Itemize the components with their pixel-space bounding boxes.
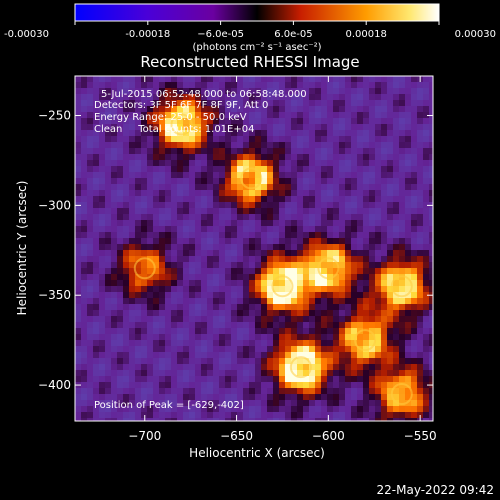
colorbar-tick-label: -0.00030 xyxy=(4,29,49,40)
colorbar-unit-label: (photons cm⁻² s⁻¹ asec⁻²) xyxy=(192,42,321,53)
bright-source xyxy=(289,356,312,379)
y-axis-ticks: −250 −300 −350 −400 xyxy=(38,109,433,392)
bright-source xyxy=(133,257,156,280)
annotation-time-range: 5-Jul-2015 06:52:48.000 to 06:58:48.000 xyxy=(101,89,307,100)
annotation-clean-counts: Clean Total counts: 1.01E+04 xyxy=(94,124,254,135)
annotation-peak-position: Position of Peak = [-629,-402] xyxy=(94,400,244,411)
y-tick-label: −300 xyxy=(38,198,71,212)
annotation-detectors: Detectors: 3F 5F 6F 7F 8F 9F, Att 0 xyxy=(94,100,268,111)
x-tick-label: −550 xyxy=(404,429,437,443)
x-axis-ticks: −700 −650 −600 −550 xyxy=(128,76,437,443)
colorbar-tick-labels: -0.00030 -0.00018 −6.0e-05 6.0e-05 0.00018 0.… xyxy=(4,29,496,40)
colorbar-tick-label: 0.00030 xyxy=(455,29,496,40)
y-tick-label: −250 xyxy=(38,109,71,123)
footer-timestamp: 22-May-2022 09:42 xyxy=(377,483,494,497)
bright-source xyxy=(390,275,413,298)
bright-source xyxy=(354,329,377,352)
y-axis-label: Heliocentric Y (arcsec) xyxy=(15,181,29,316)
bright-source xyxy=(240,167,263,190)
x-axis-label: Heliocentric X (arcsec) xyxy=(189,446,325,460)
colorbar-ticks xyxy=(74,21,440,25)
chart-title: Reconstructed RHESSI Image xyxy=(140,53,359,71)
heatmap-image xyxy=(75,76,433,421)
colorbar-tick-label: -0.00018 xyxy=(125,29,170,40)
colorbar xyxy=(74,3,440,22)
y-tick-label: −350 xyxy=(38,288,71,302)
colorbar-tick-label: −6.0e-05 xyxy=(197,29,244,40)
colorbar-tick-label: 6.0e-05 xyxy=(274,29,312,40)
bright-source xyxy=(170,113,193,136)
bright-source xyxy=(317,257,340,280)
bright-source xyxy=(390,383,413,406)
bright-source xyxy=(271,275,294,298)
y-tick-label: −400 xyxy=(38,378,71,392)
x-tick-label: −600 xyxy=(312,429,345,443)
x-tick-label: −700 xyxy=(128,429,161,443)
annotation-energy-range: Energy Range: 25.0 - 50.0 keV xyxy=(94,112,247,123)
plot-frame xyxy=(74,75,434,422)
x-tick-label: −650 xyxy=(220,429,253,443)
colorbar-tick-label: 0.00018 xyxy=(346,29,387,40)
